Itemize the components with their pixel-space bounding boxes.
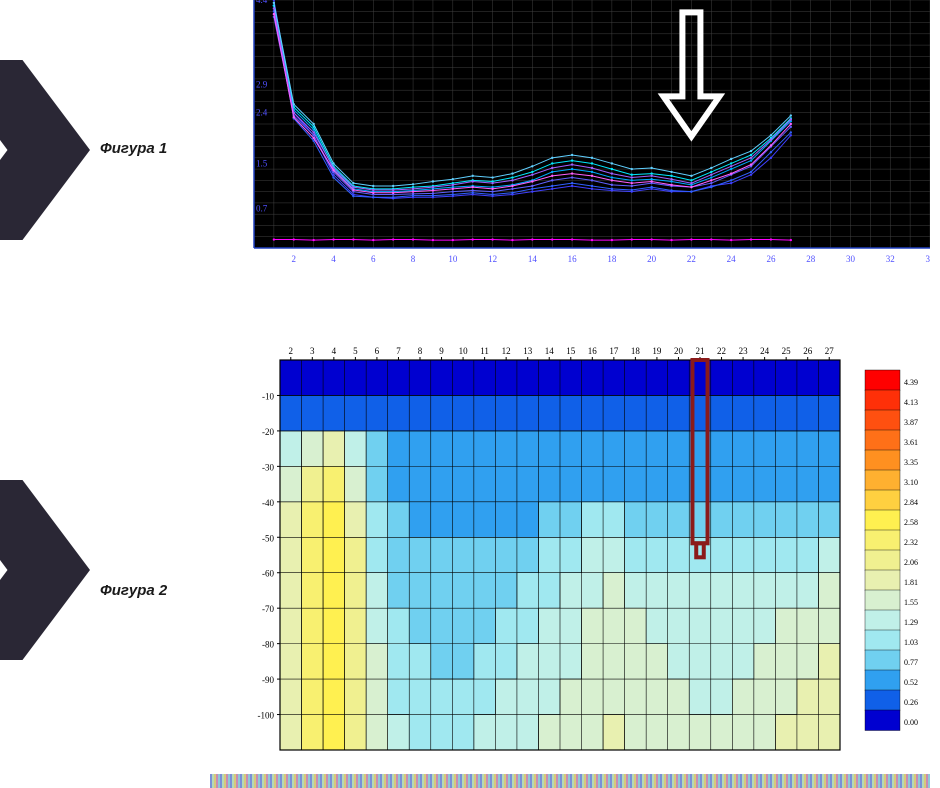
svg-text:-30: -30 [262,462,274,472]
footer-noise-strip [210,774,930,788]
svg-text:-50: -50 [262,533,274,543]
svg-text:-100: -100 [258,711,275,721]
svg-text:0.7: 0.7 [256,204,268,214]
svg-text:4.4: 4.4 [256,0,268,5]
svg-text:2: 2 [289,346,294,356]
svg-text:16: 16 [568,254,578,264]
svg-text:18: 18 [631,346,641,356]
svg-text:14: 14 [528,254,538,264]
svg-text:14: 14 [545,346,555,356]
svg-text:23: 23 [739,346,749,356]
figure-1-label: Фигура 1 [100,140,220,157]
svg-text:8: 8 [418,346,423,356]
svg-text:22: 22 [687,254,696,264]
svg-text:3.35: 3.35 [904,458,918,467]
chevron-pointer-2 [0,480,90,660]
svg-text:2.06: 2.06 [904,558,918,567]
svg-text:-20: -20 [262,427,274,437]
svg-text:25: 25 [782,346,792,356]
svg-text:27: 27 [825,346,835,356]
svg-text:7: 7 [396,346,401,356]
svg-text:0.26: 0.26 [904,698,918,707]
svg-text:3.10: 3.10 [904,478,918,487]
svg-text:17: 17 [609,346,619,356]
svg-text:19: 19 [652,346,662,356]
svg-text:1.03: 1.03 [904,638,918,647]
svg-text:-60: -60 [262,569,274,579]
svg-text:10: 10 [448,254,458,264]
svg-text:6: 6 [371,254,376,264]
figure-2-label: Фигура 2 [100,582,220,599]
svg-text:32: 32 [886,254,895,264]
svg-text:30: 30 [846,254,856,264]
figure-2-chart: 2345678910111213141516171819202122232425… [240,340,920,770]
svg-text:6: 6 [375,346,380,356]
svg-text:0.77: 0.77 [904,658,918,667]
svg-text:-80: -80 [262,640,274,650]
svg-text:34: 34 [926,254,931,264]
chevron-pointer-1 [0,60,90,240]
svg-text:3.61: 3.61 [904,438,918,447]
svg-text:15: 15 [566,346,576,356]
svg-text:26: 26 [803,346,813,356]
svg-text:2.4: 2.4 [256,108,268,118]
svg-text:18: 18 [607,254,617,264]
svg-text:2.32: 2.32 [904,538,918,547]
svg-text:10: 10 [459,346,469,356]
svg-text:1.5: 1.5 [256,158,268,168]
svg-text:-90: -90 [262,675,274,685]
svg-text:-10: -10 [262,391,274,401]
svg-text:1.81: 1.81 [904,578,918,587]
svg-text:0.52: 0.52 [904,678,918,687]
svg-text:9: 9 [439,346,444,356]
svg-text:0.00: 0.00 [904,718,918,727]
svg-text:21: 21 [696,346,705,356]
svg-text:20: 20 [674,346,684,356]
svg-text:4: 4 [331,254,336,264]
svg-text:8: 8 [411,254,416,264]
svg-text:-70: -70 [262,604,274,614]
svg-text:16: 16 [588,346,598,356]
svg-text:24: 24 [727,254,737,264]
svg-text:22: 22 [717,346,726,356]
svg-text:11: 11 [480,346,489,356]
figure-1-chart: 2468101214161820222426283032340.71.52.42… [240,0,930,270]
svg-text:4.39: 4.39 [904,378,918,387]
svg-text:1.29: 1.29 [904,618,918,627]
svg-text:28: 28 [806,254,816,264]
svg-text:4: 4 [332,346,337,356]
svg-text:1.55: 1.55 [904,598,918,607]
svg-text:-40: -40 [262,498,274,508]
svg-text:12: 12 [502,346,511,356]
svg-text:2.58: 2.58 [904,518,918,527]
svg-text:26: 26 [766,254,776,264]
svg-text:2: 2 [292,254,297,264]
svg-text:3: 3 [310,346,315,356]
svg-text:13: 13 [523,346,533,356]
svg-text:3.87: 3.87 [904,418,918,427]
svg-text:2.84: 2.84 [904,498,918,507]
svg-text:20: 20 [647,254,657,264]
svg-text:24: 24 [760,346,770,356]
svg-text:4.13: 4.13 [904,398,918,407]
svg-text:2.9: 2.9 [256,80,268,90]
svg-text:12: 12 [488,254,497,264]
svg-text:5: 5 [353,346,358,356]
